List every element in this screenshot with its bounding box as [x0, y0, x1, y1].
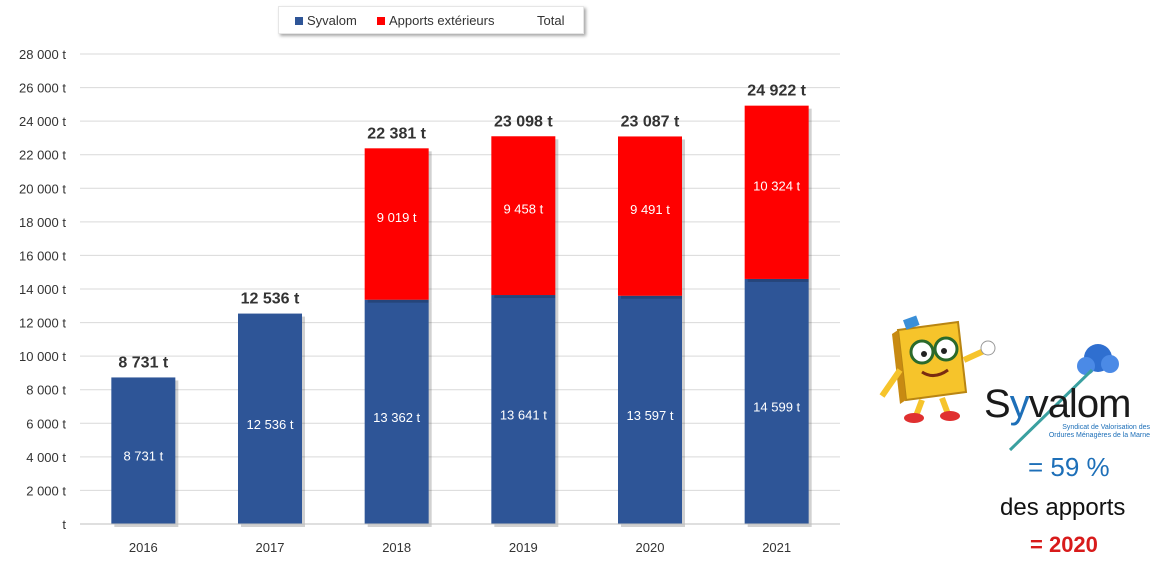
y-tick-label: 14 000 t: [19, 282, 66, 297]
share-caption: des apports: [1000, 494, 1126, 521]
total-label: 8 731 t: [118, 354, 168, 371]
y-tick-label: 6 000 t: [26, 416, 66, 431]
share-percentage: = 59 %: [1028, 452, 1110, 482]
bar-segment-syvalom: [238, 313, 302, 524]
legend-item-apports: Apports extérieurs: [377, 13, 495, 28]
data-label: 13 597 t: [627, 408, 674, 423]
cornflower-icon: [1008, 344, 1119, 452]
data-label: 9 491 t: [630, 202, 670, 217]
x-tick-label: 2021: [762, 540, 791, 555]
gridlines: [80, 53, 840, 491]
x-axis-ticks: 2016 2017 2018 2019 2020 2021: [129, 540, 791, 555]
wordmark-prefix: S: [984, 382, 1011, 426]
syvalom-subtitle: Syndicat de Valorisation des Ordures Mén…: [1010, 424, 1150, 440]
y-tick-label: 2 000 t: [26, 483, 66, 498]
legend-swatch-apports: [377, 16, 385, 25]
x-tick-label: 2017: [256, 540, 285, 555]
legend-label-total: Total: [537, 13, 565, 28]
bar-segment-syvalom: [111, 377, 176, 524]
x-tick-label: 2016: [129, 540, 158, 555]
reference-year: = 2020: [1030, 532, 1098, 557]
x-tick-label: 2019: [509, 540, 538, 555]
bar-segment-syvalom: [491, 295, 556, 524]
legend-swatch-syvalom: [295, 16, 303, 25]
bar-segment-syvalom: [364, 299, 429, 524]
mascot-illustration: [879, 315, 1119, 452]
legend-item-syvalom: Syvalom: [295, 13, 357, 28]
wordmark-suffix: valom: [1028, 382, 1132, 426]
bars: 8 731 t 8 731 t 12 536 t 12 536 t 13 362 t 9 …: [111, 83, 812, 527]
y-tick-label: 22 000 t: [19, 148, 66, 163]
total-label: 12 536 t: [241, 291, 300, 308]
y-tick-label: 10 000 t: [19, 349, 66, 364]
y-tick-label: 28 000 t: [19, 47, 66, 62]
y-tick-label: 20 000 t: [19, 181, 66, 196]
data-label: 9 458 t: [503, 202, 543, 217]
mascot-book-icon: [879, 315, 996, 423]
legend: Syvalom Apports extérieurs Total: [278, 6, 584, 34]
total-label: 22 381 t: [367, 125, 426, 142]
y-tick-label: 8 000 t: [26, 383, 66, 398]
data-label: 13 641 t: [500, 408, 547, 423]
y-tick-label: t: [62, 517, 66, 532]
bar-segment-apports: [364, 148, 429, 300]
y-tick-label: 18 000 t: [19, 215, 66, 230]
syvalom-wordmark: Syvalom: [984, 382, 1132, 426]
data-label: 13 362 t: [373, 410, 420, 425]
data-label: 14 599 t: [753, 399, 800, 414]
y-tick-label: 16 000 t: [19, 248, 66, 263]
x-tick-label: 2018: [382, 540, 411, 555]
data-label: 10 324 t: [753, 178, 800, 193]
subtitle-line-1: Syndicat de Valorisation des: [1062, 424, 1150, 431]
bar-segment-apports: [618, 136, 682, 296]
bar-segment-syvalom: [618, 295, 682, 524]
legend-label-syvalom: Syvalom: [307, 13, 357, 28]
bar-segment-apports: [744, 105, 809, 279]
legend-label-apports: Apports extérieurs: [389, 13, 495, 28]
total-label: 24 922 t: [747, 83, 806, 100]
data-label: 9 019 t: [377, 210, 417, 225]
y-tick-label: 4 000 t: [26, 450, 66, 465]
y-tick-label: 12 000 t: [19, 316, 66, 331]
y-tick-label: 24 000 t: [19, 114, 66, 129]
bar-segment-apports: [491, 136, 556, 296]
total-label: 23 087 t: [621, 113, 680, 130]
legend-item-total: Total: [537, 13, 564, 28]
x-tick-label: 2020: [636, 540, 665, 555]
data-label: 12 536 t: [247, 417, 294, 432]
data-label: 8 731 t: [123, 449, 163, 464]
y-tick-label: 26 000 t: [19, 81, 66, 96]
bar-segment-syvalom: [744, 278, 809, 524]
subtitle-line-2: Ordures Ménagères de la Marne: [1048, 432, 1150, 439]
y-axis-ticks: t 2 000 t 4 000 t 6 000 t 8 000 t 10 000 t 12 …: [19, 47, 66, 532]
total-label: 23 098 t: [494, 113, 553, 130]
